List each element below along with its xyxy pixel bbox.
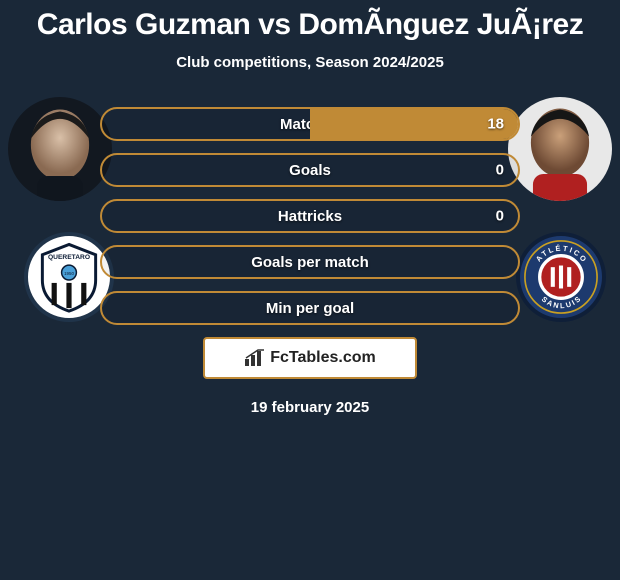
stat-label: Goals per match: [251, 254, 369, 271]
stat-row: Goals 0: [100, 153, 520, 187]
date-label: 19 february 2025: [100, 399, 520, 416]
stat-label: Hattricks: [278, 208, 342, 225]
stat-value-right: 18: [487, 116, 504, 133]
club-logo-right: A T L É T I C O S A N L U I S: [516, 232, 606, 322]
svg-text:1950: 1950: [64, 271, 74, 276]
stat-label: Goals: [289, 162, 331, 179]
comparison-panel: QUERETARO 1950 A T L É T I C O S A N L U: [0, 77, 620, 416]
stat-label: Min per goal: [266, 300, 354, 317]
brand-label: FcTables.com: [270, 349, 376, 367]
stat-row: Hattricks 0: [100, 199, 520, 233]
brand-box[interactable]: FcTables.com: [203, 337, 417, 379]
page-subtitle: Club competitions, Season 2024/2025: [10, 54, 610, 71]
brand-icon: [244, 349, 266, 367]
svg-text:QUERETARO: QUERETARO: [48, 254, 90, 261]
stat-value-right: 0: [496, 208, 504, 225]
player-photo-right: [508, 97, 612, 201]
player-photo-left: [8, 97, 112, 201]
stat-row: Goals per match: [100, 245, 520, 279]
stat-row: Min per goal: [100, 291, 520, 325]
stat-value-right: 0: [496, 162, 504, 179]
stat-row: Matches18: [100, 107, 520, 141]
page-title: Carlos Guzman vs DomÃ­nguez JuÃ¡rez: [10, 8, 610, 42]
